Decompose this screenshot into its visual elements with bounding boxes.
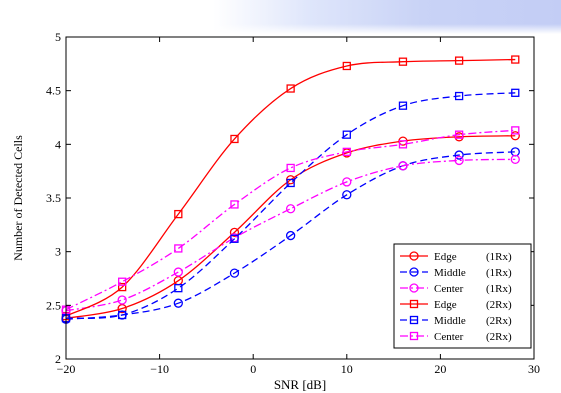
series-layer <box>61 55 520 324</box>
tick-layer: −20 −10 0 10 20 30 2 2.5 3 3.5 4 4.5 5 <box>46 30 540 376</box>
data-point <box>454 91 464 101</box>
legend-item: Edge (2Rx) <box>400 299 512 311</box>
data-point <box>454 155 464 166</box>
legend-label: Edge <box>434 299 457 311</box>
x-tick-label: 10 <box>341 362 353 376</box>
data-point <box>510 154 520 165</box>
data-point <box>342 177 352 187</box>
data-point <box>230 200 239 209</box>
legend-marker <box>409 331 419 341</box>
data-point <box>229 227 240 237</box>
y-axis-label: Number of Detected Cells <box>11 135 25 261</box>
data-point <box>342 61 351 71</box>
y-tick-label: 3 <box>55 245 61 259</box>
data-point <box>454 130 464 139</box>
x-tick-label: −20 <box>57 362 76 376</box>
legend-marker <box>409 315 419 325</box>
legend-tag: (2Rx) <box>486 331 512 343</box>
legend: Edge (1Rx) Middle (1Rx) Center (1Rx) Edge (2Rx)… <box>393 243 532 349</box>
data-point <box>510 131 520 141</box>
legend-tag: (1Rx) <box>486 267 512 279</box>
data-point <box>118 277 127 286</box>
data-point <box>285 204 296 214</box>
legend-tag: (1Rx) <box>486 283 512 295</box>
legend-label: Edge <box>434 251 457 263</box>
legend-marker <box>409 299 419 309</box>
x-tick-label: 0 <box>250 362 256 376</box>
data-point <box>398 161 408 171</box>
data-point <box>286 84 295 93</box>
legend-label: Center <box>434 283 464 295</box>
legend-marker <box>409 283 419 293</box>
data-point <box>342 190 352 200</box>
legend-item: Middle (2Rx) <box>400 315 512 327</box>
y-tick-label: 2.5 <box>46 298 61 312</box>
data-point <box>174 244 183 253</box>
data-point <box>342 130 351 139</box>
legend-item: Middle (1Rx) <box>400 267 512 279</box>
series-line <box>65 58 516 317</box>
series-line <box>65 151 516 320</box>
legend-label: Center <box>434 331 464 343</box>
legend-item: Center (1Rx) <box>400 283 512 295</box>
series-4 <box>61 88 520 323</box>
legend-tag: (2Rx) <box>486 299 512 311</box>
data-point <box>511 126 520 135</box>
data-point <box>117 295 127 305</box>
data-point <box>118 310 127 320</box>
data-point <box>398 57 408 66</box>
data-point <box>511 55 520 64</box>
data-point <box>398 140 408 149</box>
data-point <box>511 88 520 97</box>
data-point <box>454 150 464 160</box>
y-tick-label: 4.5 <box>46 84 61 98</box>
data-point <box>286 178 295 188</box>
series-line <box>65 92 516 319</box>
legend-item: Center (2Rx) <box>400 331 512 343</box>
legend-marker <box>409 267 419 277</box>
x-tick-label: −10 <box>150 362 169 376</box>
legend-label: Middle <box>434 315 466 327</box>
data-point <box>286 163 295 173</box>
data-point <box>230 234 239 243</box>
y-tick-label: 5 <box>55 30 61 44</box>
background-band <box>0 0 561 34</box>
y-tick-label: 4 <box>55 137 61 151</box>
data-point <box>173 267 183 277</box>
x-axis-label: SNR [dB] <box>274 377 326 392</box>
data-point <box>118 282 127 292</box>
legend-label: Middle <box>434 267 466 279</box>
data-point <box>342 147 351 156</box>
legend-box <box>393 243 532 349</box>
legend-item: Edge (1Rx) <box>400 251 512 263</box>
legend-tag: (1Rx) <box>486 251 512 263</box>
x-tick-label: 30 <box>528 362 540 376</box>
data-point <box>454 56 464 65</box>
data-point <box>174 284 183 293</box>
data-point <box>398 101 408 110</box>
data-point <box>174 209 183 219</box>
y-tick-label: 3.5 <box>46 191 61 205</box>
y-tick-label: 2 <box>55 352 61 366</box>
x-tick-label: 20 <box>434 362 446 376</box>
legend-marker <box>409 251 419 261</box>
data-point <box>173 298 183 308</box>
legend-tag: (2Rx) <box>486 315 512 327</box>
data-point <box>230 134 239 144</box>
data-point <box>285 230 296 241</box>
series-line <box>65 158 516 312</box>
data-point <box>229 268 240 278</box>
